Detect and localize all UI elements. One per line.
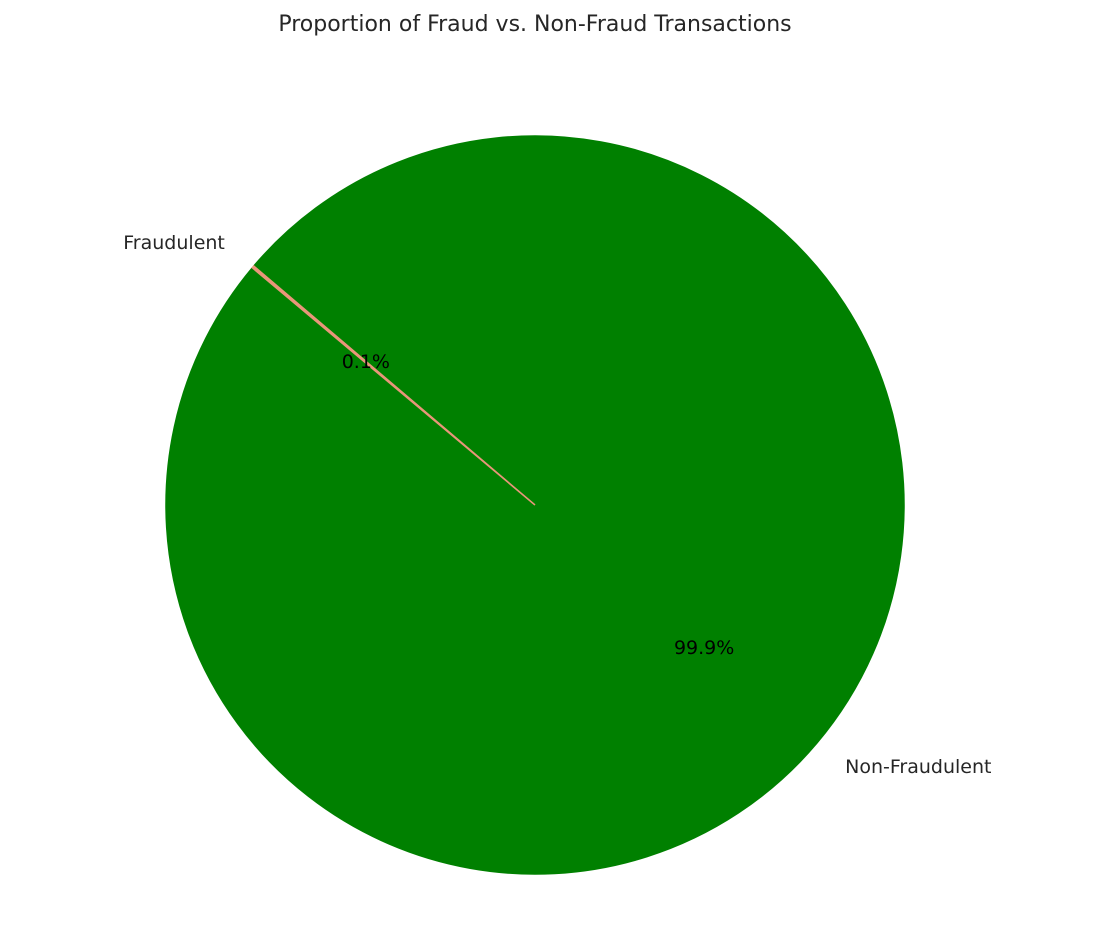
chart-title: Proportion of Fraud vs. Non-Fraud Transa… <box>278 12 791 37</box>
pie-slice-fraudulent <box>251 264 536 506</box>
slice-label-non-fraudulent: Non-Fraudulent <box>845 756 991 778</box>
slice-percent-non-fraudulent: 99.9% <box>674 637 734 659</box>
pie-slices <box>165 135 905 875</box>
slice-percent-fraudulent: 0.1% <box>342 351 390 373</box>
slice-label-fraudulent: Fraudulent <box>123 232 225 254</box>
pie-labels: Non-Fraudulent 99.9% Fraudulent 0.1% <box>123 232 991 778</box>
